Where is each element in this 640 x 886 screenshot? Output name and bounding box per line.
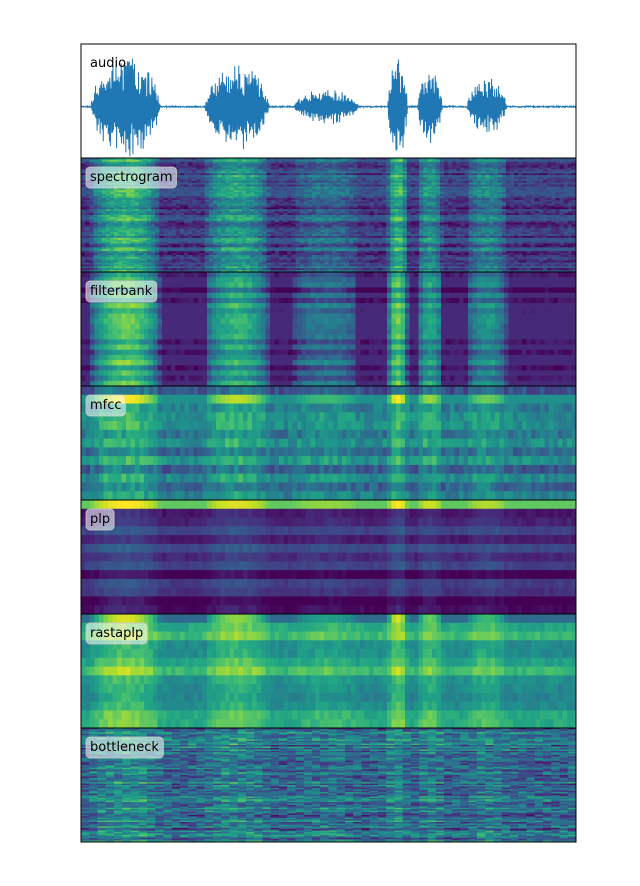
panel-label-mfcc: mfcc	[85, 394, 127, 417]
panel-label-text: plp	[90, 512, 110, 527]
panel-label-plp: plp	[85, 508, 115, 531]
label-background	[85, 394, 127, 417]
panel-rastaplp: rastaplp	[80, 613, 577, 729]
panel-bottleneck: bottleneck	[80, 727, 577, 843]
panel-label-text: spectrogram	[90, 170, 173, 185]
panel-label-rastaplp: rastaplp	[85, 622, 148, 645]
panel-label-spectrogram: spectrogram	[85, 166, 178, 189]
panel-label-text: rastaplp	[90, 626, 143, 641]
label-background	[85, 622, 148, 645]
heatmap-area	[81, 728, 576, 842]
panel-label-bottleneck: bottleneck	[85, 736, 164, 759]
panel-label-audio: audio	[90, 56, 126, 71]
label-background	[85, 736, 164, 759]
panel-label-text: mfcc	[90, 398, 122, 413]
panel-filterbank: filterbank	[80, 271, 577, 387]
heatmap-area	[81, 386, 576, 500]
panel-mfcc: mfcc	[80, 385, 577, 501]
panel-plp: plp	[80, 499, 577, 615]
panel-spectrogram: spectrogram	[80, 157, 577, 273]
label-background	[85, 508, 115, 531]
panel-label-text: audio	[90, 56, 126, 71]
panel-label-filterbank: filterbank	[85, 280, 158, 303]
panel-label-text: bottleneck	[90, 740, 159, 755]
panel-label-text: filterbank	[90, 284, 153, 299]
heatmap-area	[81, 614, 576, 728]
label-background	[85, 166, 178, 189]
panel-frame	[80, 727, 577, 843]
label-background	[85, 280, 158, 303]
waveform-line	[81, 58, 576, 157]
heatmap-area	[81, 272, 576, 386]
panel-audio: audio	[80, 43, 577, 159]
heatmap-area	[81, 500, 576, 614]
waveform-area	[81, 44, 576, 158]
panels-group: audio spectrogram filterbank mfcc plp rastapl…	[80, 43, 577, 843]
